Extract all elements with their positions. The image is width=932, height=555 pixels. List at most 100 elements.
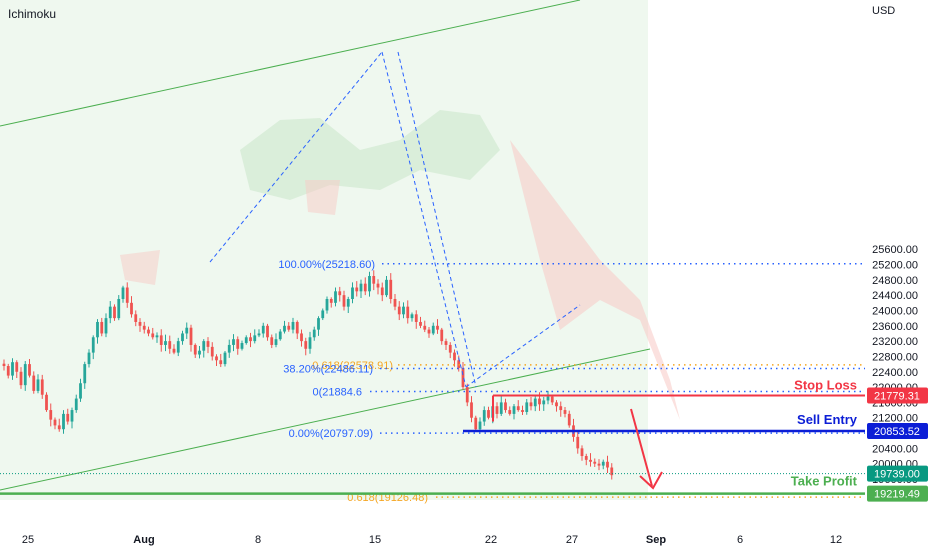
candle-body <box>66 413 70 422</box>
candle-body <box>142 325 146 330</box>
candle-body <box>202 341 206 351</box>
candle-body <box>219 360 223 365</box>
sell_entry-price-badge-text: 20853.52 <box>874 426 920 438</box>
channel-lower-line <box>0 348 651 491</box>
candle-body <box>164 341 167 345</box>
candle-body <box>168 341 172 349</box>
candle-body <box>431 325 435 334</box>
fib-trend-line <box>381 51 467 388</box>
price-axis-tick: 22800.00 <box>872 351 918 363</box>
fib-trend-line <box>397 51 477 388</box>
candle-body <box>215 356 218 361</box>
candle-body <box>542 400 546 405</box>
time-axis-tick: 27 <box>566 534 578 546</box>
candle-body <box>189 327 193 345</box>
stop_loss-price-badge <box>867 387 928 404</box>
time-axis-tick: Sep <box>646 534 666 546</box>
candle-body <box>457 360 461 368</box>
candle-body <box>465 387 469 403</box>
price-axis-tick: 25200.00 <box>872 260 918 272</box>
candle-body <box>601 461 605 466</box>
candle-body <box>15 362 19 372</box>
candle-body <box>278 331 282 340</box>
candle-body <box>181 333 184 342</box>
candle-body <box>359 283 363 292</box>
candle-body <box>193 344 197 355</box>
price-axis-tick: 24400.00 <box>872 290 918 302</box>
candle-body <box>329 298 333 303</box>
candle-body <box>185 327 189 334</box>
bearish-arrow-icon <box>630 408 653 487</box>
fib-trend-line <box>465 304 581 388</box>
time-axis-tick: 25 <box>22 534 34 546</box>
candle-body <box>104 318 108 334</box>
channel-upper-line <box>0 0 581 127</box>
candle-body <box>304 341 308 349</box>
candle-body <box>79 383 82 399</box>
candle-body <box>198 350 201 355</box>
candle-body <box>508 410 512 414</box>
last_price-price-badge <box>867 465 928 482</box>
ichimoku-cloud-bearish <box>305 180 340 215</box>
indicator-legend[interactable]: Ichimoku <box>8 7 57 21</box>
candle-body <box>440 329 444 342</box>
candle-body <box>555 402 558 407</box>
currency-label: USD <box>872 5 896 17</box>
candle-body <box>410 314 414 319</box>
fib-trend-line <box>209 51 383 263</box>
candle-body <box>389 279 393 299</box>
candle-body <box>261 325 265 334</box>
take-profit-label: Take Profit <box>791 474 858 489</box>
price-axis-tick: 25600.00 <box>872 244 918 256</box>
candle-body <box>87 352 91 365</box>
price-axis-tick: 22400.00 <box>872 367 918 379</box>
candle-body <box>334 291 337 303</box>
candle-body <box>376 283 380 288</box>
candle-body <box>593 461 597 464</box>
candle-body <box>274 339 278 345</box>
candle-body <box>606 461 609 468</box>
candle-body <box>448 344 452 353</box>
candle-body <box>113 306 116 319</box>
candle-body <box>487 410 490 418</box>
price-axis-tick: 24000.00 <box>872 305 918 317</box>
candle-body <box>108 306 112 319</box>
candle-body <box>414 314 418 322</box>
candle-body <box>40 379 44 395</box>
candle-body <box>32 375 36 391</box>
candle-body <box>559 406 563 411</box>
price-axis-tick: 20400.00 <box>872 443 918 455</box>
candle-body <box>546 396 550 401</box>
candle-body <box>482 410 486 422</box>
candle-body <box>444 341 448 345</box>
candle-body <box>49 410 53 420</box>
time-axis-tick: Aug <box>133 534 154 546</box>
candle-body <box>227 344 231 353</box>
candle-body <box>28 364 31 376</box>
price-axis-tick: 24800.00 <box>872 275 918 287</box>
candle-body <box>504 402 507 411</box>
candle-body <box>397 306 401 315</box>
candle-body <box>244 337 248 344</box>
fib-level-label: 0(21884.6 <box>312 386 362 398</box>
candle-body <box>57 425 61 430</box>
candle-body <box>351 287 354 299</box>
candle-body <box>610 467 614 476</box>
ichimoku-cloud-bearish <box>510 140 680 420</box>
time-axis-tick: 22 <box>485 534 497 546</box>
fib-level-label: 38.20%(22486.11) <box>283 363 373 375</box>
time-axis-tick: 12 <box>830 534 842 546</box>
candle-body <box>117 298 121 319</box>
candle-body <box>155 335 159 338</box>
candle-body <box>495 406 499 414</box>
candle-body <box>96 321 99 338</box>
candle-body <box>419 321 422 326</box>
candle-body <box>206 341 210 347</box>
candle-body <box>525 402 529 412</box>
candle-body <box>253 335 257 342</box>
candle-body <box>240 343 244 349</box>
candle-body <box>11 362 14 376</box>
candle-body <box>210 346 214 357</box>
sell-entry-label: Sell Entry <box>797 412 858 427</box>
